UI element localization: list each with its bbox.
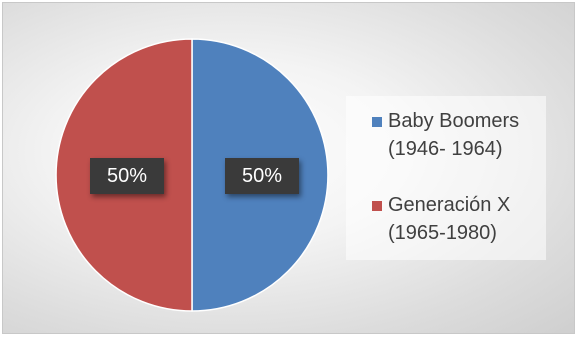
legend-swatch-generacion-x (372, 201, 382, 211)
legend-swatch-baby-boomers (372, 117, 382, 127)
legend-label-generacion-x-line2: (1965-1980) (388, 222, 497, 244)
legend-label-baby-boomers-line1: Baby Boomers (388, 110, 520, 132)
legend-label-generacion-x-line1: Generación X (388, 194, 511, 216)
legend-label-baby-boomers-line2: (1946- 1964) (388, 138, 503, 160)
data-label-generacion-x: 50% (90, 158, 164, 194)
data-label-baby-boomers: 50% (225, 158, 299, 194)
